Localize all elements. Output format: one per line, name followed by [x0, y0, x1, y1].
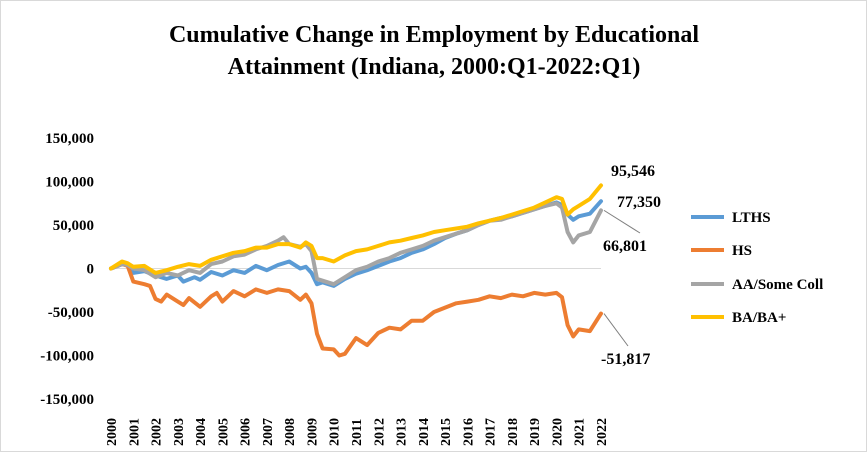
legend: LTHS HS AA/Some Coll BA/BA+ — [691, 210, 823, 326]
x-tick-label: 2013 — [395, 418, 410, 446]
y-tick-label: 0 — [87, 262, 95, 278]
series-line-hs — [109, 262, 603, 358]
x-tick-label: 2003 — [172, 418, 187, 446]
x-tick-label: 2015 — [439, 418, 454, 446]
leader-line — [603, 209, 641, 234]
x-tick-label: 2010 — [328, 418, 343, 446]
y-tick-label: 150,000 — [45, 131, 94, 147]
x-tick-label: 2022 — [595, 418, 610, 446]
x-tick-label: 2014 — [417, 418, 432, 446]
x-tick-label: 2008 — [283, 418, 298, 446]
chart-title-line-2: Attainment (Indiana, 2000:Q1-2022:Q1) — [228, 54, 641, 80]
x-tick-label: 2009 — [305, 418, 320, 446]
y-axis: 150,000 100,000 50,000 0 -50,000 -100,000 -150… — [40, 131, 94, 408]
x-tick-label: 2007 — [261, 418, 276, 446]
y-tick-label: -150,000 — [40, 392, 94, 408]
end-value-label: 77,350 — [617, 194, 661, 211]
y-tick-label: -100,000 — [40, 349, 94, 365]
chart-title-line-1: Cumulative Change in Employment by Educa… — [169, 22, 699, 48]
end-value-label: -51,817 — [601, 351, 650, 368]
leader-line — [603, 313, 629, 347]
y-tick-label: -50,000 — [48, 305, 94, 321]
y-tick-label: 50,000 — [53, 218, 94, 234]
x-tick-label: 2019 — [528, 418, 543, 446]
x-tick-label: 2002 — [150, 418, 165, 446]
x-axis: 2000 2001 2002 2003 2004 2005 2006 2007 2008 2009… — [105, 268, 610, 446]
legend-label: LTHS — [732, 210, 771, 226]
x-tick-label: 2021 — [573, 418, 588, 446]
x-tick-label: 2012 — [372, 418, 387, 446]
x-tick-label: 2000 — [105, 418, 120, 446]
x-tick-label: 2020 — [550, 418, 565, 446]
x-tick-label: 2017 — [484, 418, 499, 446]
legend-label: HS — [732, 243, 752, 259]
x-tick-label: 2004 — [194, 418, 209, 446]
legend-label: AA/Some Coll — [732, 277, 823, 293]
y-tick-label: 100,000 — [45, 175, 94, 191]
x-tick-label: 2018 — [506, 418, 521, 446]
series-line-ba-ba — [109, 183, 603, 275]
end-value-annotations: 95,546 77,350 66,801 -51,817 — [601, 163, 661, 368]
series-line-aa-some-coll — [109, 201, 603, 287]
x-tick-label: 2016 — [461, 418, 476, 446]
x-tick-label: 2001 — [127, 418, 142, 446]
x-tick-label: 2005 — [216, 418, 231, 446]
legend-label: BA/BA+ — [732, 310, 786, 326]
x-tick-label: 2011 — [350, 419, 365, 446]
x-tick-label: 2006 — [239, 418, 254, 446]
end-value-label: 66,801 — [603, 238, 647, 255]
end-value-label: 95,546 — [611, 163, 655, 180]
series-layer — [109, 183, 603, 358]
